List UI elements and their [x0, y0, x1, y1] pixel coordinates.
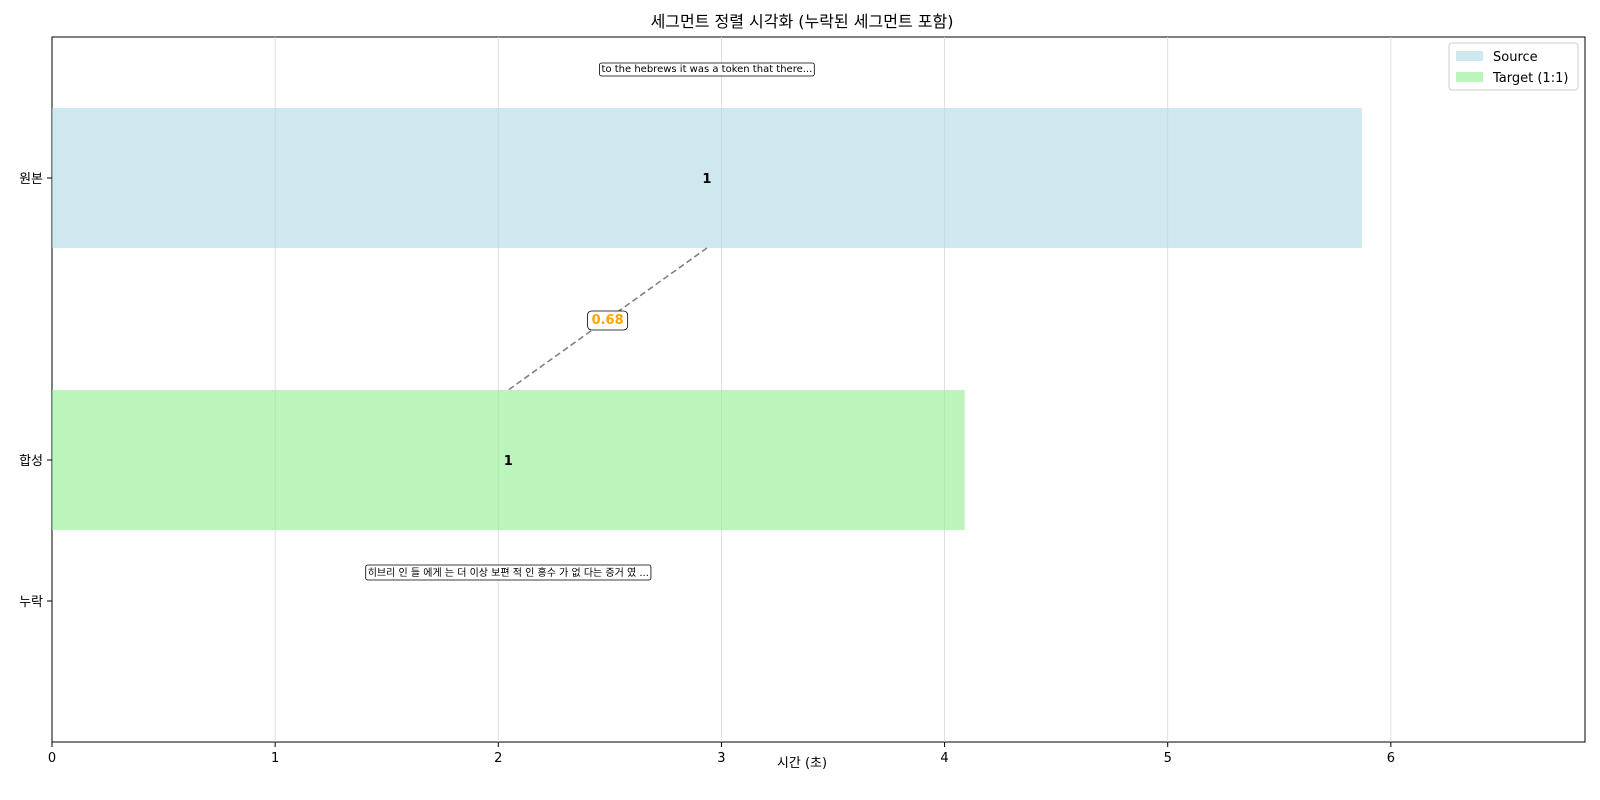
x-tick-label: 3 [717, 751, 725, 766]
segment-label: 1 [702, 172, 711, 187]
x-axis-label: 시간 (초) [777, 756, 827, 771]
alignment-connectors: 0.68 [507, 247, 708, 391]
x-tick-label: 6 [1387, 751, 1395, 766]
annotation-box [365, 564, 652, 581]
alignment-score: 0.68 [587, 310, 629, 331]
x-axis-ticks: 0 1 2 3 4 5 6 [48, 742, 1395, 766]
legend-label: Target (1:1) [1492, 71, 1568, 86]
segment-text-annotation: to the hebrews it was a token that there… [599, 62, 815, 77]
segment-text-annotation: 히브리 인 들 에게 는 더 이상 보편 적 인 홍수 가 없 다는 증거 였 … [365, 564, 652, 581]
alignment-line [507, 247, 708, 391]
legend-swatch [1456, 72, 1483, 82]
x-tick-label: 1 [271, 751, 279, 766]
x-tick-label: 0 [48, 751, 56, 766]
y-tick-label: 원본 [19, 172, 43, 187]
bars: 1 to the hebrews it was a token that ther… [52, 62, 1362, 581]
segment-bar [52, 390, 965, 530]
x-tick-label: 2 [494, 751, 502, 766]
legend-label: Source [1493, 50, 1538, 65]
legend-swatch [1456, 51, 1483, 61]
x-tick-label: 5 [1164, 751, 1172, 766]
chart-title: 세그먼트 정렬 시각화 (누락된 세그먼트 포함) [651, 12, 954, 31]
score-label: 0.68 [592, 313, 624, 328]
y-tick-label: 합성 [19, 454, 43, 469]
score-box [587, 310, 629, 331]
x-tick-label: 4 [940, 751, 948, 766]
y-tick-label: 누락 [19, 595, 43, 610]
segment-bar [52, 108, 1362, 248]
segment-text: 히브리 인 들 에게 는 더 이상 보편 적 인 홍수 가 없 다는 증거 였 … [368, 566, 649, 579]
annotation-box [599, 62, 815, 77]
segment-text: to the hebrews it was a token that there… [602, 64, 813, 75]
legend: Source Target (1:1) [1448, 42, 1579, 91]
plot-frame [51, 36, 1586, 743]
segment-label: 1 [504, 454, 513, 469]
